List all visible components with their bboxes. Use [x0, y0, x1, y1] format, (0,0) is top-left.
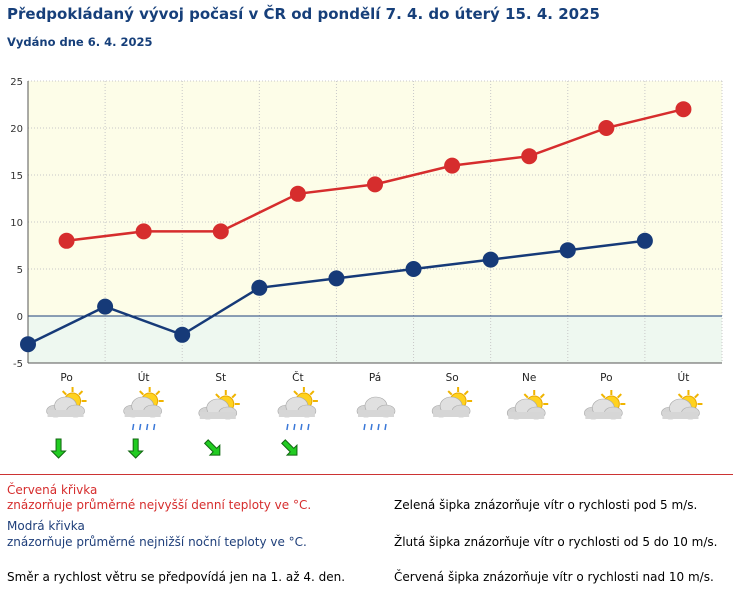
partly-cloudy-rain-icon — [277, 387, 318, 431]
min-temp-point — [174, 326, 191, 343]
max-temp-point — [212, 223, 229, 240]
plot-area-below-zero — [28, 316, 722, 363]
legend-red-desc: znázorňuje průměrné nejvyšší denní teplo… — [7, 498, 312, 512]
legend-blue-desc: znázorňuje průměrné nejnižší noční teplo… — [7, 535, 307, 549]
separator-line — [0, 474, 733, 475]
max-temp-point — [444, 157, 461, 174]
y-tick-label: 20 — [10, 124, 23, 135]
wind-arrow — [127, 438, 144, 459]
legend-red-title: Červená křivka — [7, 483, 98, 497]
min-temp-point — [482, 251, 499, 268]
wind-arrow — [203, 439, 221, 456]
max-temp-point — [289, 185, 306, 202]
day-label: Čt — [292, 371, 303, 384]
y-tick-label: 15 — [10, 171, 23, 182]
y-tick-label: 10 — [10, 218, 23, 229]
cloudy-rain-icon — [356, 396, 396, 431]
min-temp-point — [405, 261, 422, 277]
min-temp-point — [328, 270, 345, 287]
day-label: Po — [600, 372, 612, 384]
sun-cloud-icon — [584, 390, 626, 420]
legend-yellow-arrow: Žlutá šipka znázorňuje vítr o rychlosti … — [394, 535, 718, 549]
min-temp-point — [97, 298, 114, 315]
min-temp-point — [636, 232, 653, 249]
day-label: Út — [678, 371, 690, 384]
day-label: St — [215, 372, 226, 384]
forecast-chart: -5 0 5 10 15 20 25 Po Út St Čt Pá So Ne Po Út — [10, 77, 723, 459]
chart-title: Předpokládaný vývoj počasí v ČR od pondě… — [7, 5, 600, 23]
partly-cloudy-rain-icon — [123, 387, 164, 431]
plot-area-above-zero — [28, 81, 722, 316]
sun-cloud-icon — [661, 390, 703, 420]
y-tick-label: 25 — [10, 77, 23, 88]
day-label: Ne — [522, 372, 536, 384]
issued-date: Vydáno dne 6. 4. 2025 — [7, 35, 153, 49]
y-tick-label: 0 — [17, 312, 23, 323]
max-temp-point — [135, 223, 152, 240]
min-temp-point — [20, 336, 36, 353]
wind-arrow — [50, 438, 67, 459]
day-label: So — [446, 372, 459, 384]
max-temp-point — [675, 101, 692, 118]
legend-blue-title: Modrá křivka — [7, 519, 85, 533]
max-temp-point — [521, 148, 538, 165]
max-temp-point — [367, 176, 383, 193]
y-tick-label: 5 — [17, 265, 23, 276]
legend-red-arrow: Červená šipka znázorňuje vítr o rychlost… — [394, 570, 714, 584]
day-label: Út — [138, 371, 150, 384]
partly-cloudy-icon — [431, 387, 473, 418]
sun-cloud-icon — [198, 390, 240, 420]
wind-arrow — [281, 439, 298, 456]
min-temp-point — [251, 279, 268, 296]
partly-cloudy-icon — [46, 387, 87, 418]
legend-green-arrow: Zelená šipka znázorňuje vítr o rychlosti… — [394, 498, 698, 512]
day-label: Pá — [369, 372, 381, 384]
max-temp-point — [58, 232, 75, 249]
max-temp-point — [598, 120, 615, 136]
legend-wind-note: Směr a rychlost větru se předpovídá jen … — [7, 570, 346, 584]
y-tick-label: -5 — [13, 359, 23, 370]
day-label: Po — [60, 372, 72, 384]
min-temp-point — [559, 242, 576, 259]
sun-cloud-icon — [506, 390, 549, 420]
